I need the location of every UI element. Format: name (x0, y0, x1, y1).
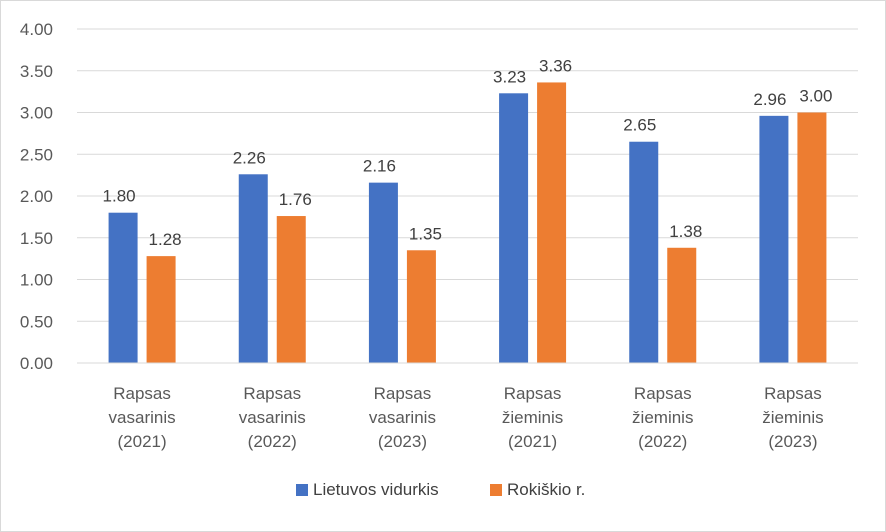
y-tick-label: 0.00 (20, 354, 53, 373)
x-category-label: (2023) (768, 432, 817, 451)
gridlines (77, 28, 858, 322)
bar (537, 82, 567, 363)
x-category-label: Rapsas (764, 384, 822, 403)
bar (368, 182, 398, 363)
data-label: 2.26 (233, 148, 266, 167)
data-label: 1.80 (103, 187, 136, 206)
bar (667, 247, 697, 363)
y-tick-label: 4.00 (20, 20, 53, 39)
x-category-label: (2023) (378, 432, 427, 451)
legend-swatch (490, 484, 502, 496)
bars (108, 82, 827, 364)
data-label: 3.00 (799, 87, 832, 106)
data-label: 2.16 (363, 157, 396, 176)
bar (238, 174, 268, 363)
data-label: 3.23 (493, 67, 526, 86)
x-category-label: Rapsas (243, 384, 301, 403)
y-tick-label: 1.00 (20, 271, 53, 290)
bar (797, 112, 827, 363)
y-axis-ticks: 0.00 0.50 1.00 1.50 2.00 2.50 3.00 3.50 4.00 (20, 20, 53, 373)
x-category-label: (2021) (118, 432, 167, 451)
x-axis-categories: Rapsas vasarinis (2021) Rapsas vasarinis (202… (109, 384, 824, 451)
y-tick-label: 2.50 (20, 145, 53, 164)
legend-label: Rokiškio r. (507, 480, 585, 499)
bar (499, 93, 529, 364)
data-label: 3.36 (539, 56, 572, 75)
data-labels: 1.80 1.28 2.26 1.76 2.16 1.35 3.23 3.36 2.65 1.38… (103, 56, 833, 249)
x-category-label: Rapsas (374, 384, 432, 403)
bar (629, 141, 659, 363)
y-tick-label: 2.00 (20, 187, 53, 206)
x-category-label: vasarinis (239, 408, 306, 427)
legend: Lietuvos vidurkis Rokiškio r. (296, 480, 585, 499)
data-label: 1.35 (409, 224, 442, 243)
data-label: 1.28 (149, 230, 182, 249)
y-tick-label: 0.50 (20, 312, 53, 331)
y-tick-label: 3.50 (20, 62, 53, 81)
x-category-label: (2022) (248, 432, 297, 451)
x-category-label: Rapsas (634, 384, 692, 403)
x-category-label: Rapsas (113, 384, 171, 403)
data-label: 2.65 (623, 116, 656, 135)
x-category-label: žieminis (632, 408, 693, 427)
data-label: 2.96 (753, 90, 786, 109)
bar (146, 256, 176, 363)
x-category-label: žieminis (762, 408, 823, 427)
bar (108, 212, 138, 363)
x-category-label: žieminis (502, 408, 563, 427)
bar (276, 216, 306, 363)
x-category-label: Rapsas (504, 384, 562, 403)
bar (759, 115, 789, 363)
data-label: 1.76 (279, 190, 312, 209)
bar (406, 250, 436, 363)
y-tick-label: 3.00 (20, 104, 53, 123)
data-label: 1.38 (669, 222, 702, 241)
x-category-label: (2022) (638, 432, 687, 451)
x-category-label: vasarinis (109, 408, 176, 427)
x-category-label: (2021) (508, 432, 557, 451)
y-tick-label: 1.50 (20, 229, 53, 248)
legend-label: Lietuvos vidurkis (313, 480, 439, 499)
legend-swatch (296, 484, 308, 496)
x-category-label: vasarinis (369, 408, 436, 427)
